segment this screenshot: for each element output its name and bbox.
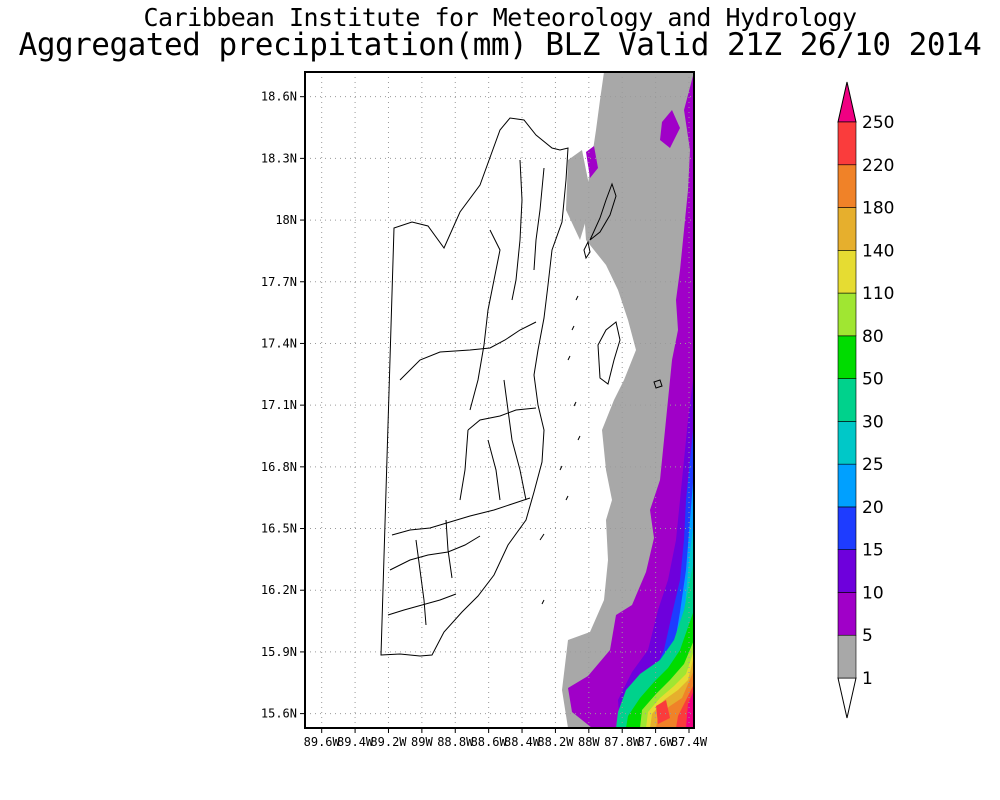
colorbar-level-label: 110 <box>862 284 894 304</box>
colorbar-swatch <box>837 250 857 294</box>
colorbar-swatch <box>837 121 857 166</box>
colorbar-swatch <box>837 634 857 679</box>
island-ambergris-caye <box>589 182 617 241</box>
district-boundary <box>391 497 531 536</box>
lon-tick-label: 88.2W <box>537 735 574 749</box>
lon-tick-label: 89.2W <box>370 735 407 749</box>
lat-tick-label: 18.3N <box>261 151 297 165</box>
colorbar-swatch <box>837 378 857 422</box>
belize-outline <box>380 117 569 657</box>
district-boundary <box>467 407 537 431</box>
colorbar-swatch <box>837 549 857 593</box>
colorbar-swatch <box>837 164 857 208</box>
lon-tick-label: 88.4W <box>504 735 541 749</box>
lon-tick-label: 88.8W <box>437 735 474 749</box>
colorbar-level-label: 220 <box>862 156 894 176</box>
district-boundary <box>459 429 469 501</box>
colorbar-level-label: 180 <box>862 199 894 219</box>
colorbar-level-label: 25 <box>862 455 884 475</box>
district-boundary <box>445 519 453 579</box>
district-boundary <box>399 321 537 381</box>
lat-tick-label: 16.8N <box>261 460 297 474</box>
colorbar-lower-arrow <box>837 677 857 719</box>
district-boundary <box>533 167 545 271</box>
district-boundary <box>415 539 427 626</box>
district-boundary <box>511 159 523 301</box>
latitude-ticks: 18.6N 18.3N 18N 17.7N 17.4N 17.1N 16.8N 16.5N 16… <box>261 90 305 721</box>
lat-tick-label: 16.2N <box>261 583 297 597</box>
lon-tick-label: 89.4W <box>337 735 374 749</box>
precip-band-1-5mm-west <box>566 150 592 240</box>
island-caye-caulker <box>583 240 591 260</box>
lon-tick-label: 89.6W <box>304 735 341 749</box>
island-turneffe <box>597 321 621 385</box>
institute-title: Caribbean Institute for Meteorology and … <box>143 3 857 32</box>
colorbar-upper-arrow <box>837 81 857 123</box>
lat-tick-label: 16.5N <box>261 522 297 536</box>
lat-tick-label: 15.9N <box>261 645 297 659</box>
lon-tick-label: 89W <box>411 735 433 749</box>
district-boundary <box>503 379 527 501</box>
colorbar-level-label: 15 <box>862 541 884 561</box>
product-title: Aggregated precipitation(mm) BLZ Valid 2… <box>18 27 982 63</box>
colorbar-level-label: 5 <box>862 626 873 646</box>
lon-tick-label: 87.4W <box>671 735 708 749</box>
district-boundary <box>389 535 481 571</box>
colorbar-level-label: 50 <box>862 370 884 390</box>
colorbar-level-label: 250 <box>862 113 894 133</box>
coastline-and-boundaries <box>380 117 663 657</box>
lat-tick-label: 18N <box>275 213 297 227</box>
cayes <box>539 295 663 605</box>
colorbar-swatch <box>837 335 857 379</box>
lat-tick-label: 17.1N <box>261 398 297 412</box>
lon-tick-label: 88.6W <box>471 735 508 749</box>
district-boundary <box>387 593 457 616</box>
colorbar-swatch <box>837 292 857 337</box>
colorbar-level-label: 80 <box>862 327 884 347</box>
colorbar-level-label: 10 <box>862 583 884 603</box>
colorbar-level-label: 1 <box>862 669 873 689</box>
precip-band-220-250mm <box>656 684 694 728</box>
precip-band-above-250mm <box>686 690 694 728</box>
colorbar-swatch <box>837 506 857 550</box>
lat-tick-label: 17.4N <box>261 336 297 350</box>
colorbar-swatch <box>837 463 857 508</box>
lat-tick-label: 17.7N <box>261 275 297 289</box>
lat-tick-label: 18.6N <box>261 90 297 104</box>
district-boundary <box>487 439 501 501</box>
lon-tick-label: 87.8W <box>604 735 641 749</box>
precip-spot-5-10mm-b <box>586 146 598 178</box>
colorbar-swatch <box>837 421 857 465</box>
colorbar-level-label: 140 <box>862 241 894 261</box>
lon-tick-label: 87.6W <box>638 735 675 749</box>
lat-tick-label: 15.6N <box>261 707 297 721</box>
map-frame <box>304 71 695 729</box>
precip-band-5-10mm <box>568 72 694 728</box>
colorbar-swatch <box>837 207 857 251</box>
colorbar-swatch <box>837 592 857 636</box>
precip-spot-5-10mm <box>660 110 680 148</box>
colorbar-level-label: 20 <box>862 498 884 518</box>
district-boundary <box>469 229 501 411</box>
lon-tick-label: 88W <box>578 735 600 749</box>
colorbar-level-label: 30 <box>862 412 884 432</box>
